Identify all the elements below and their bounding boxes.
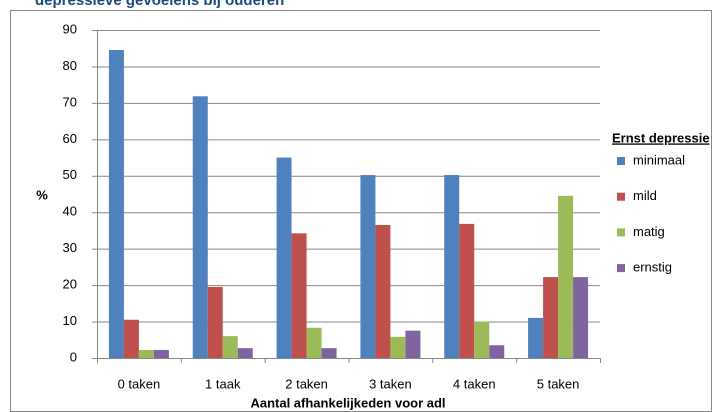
bar: [390, 336, 406, 358]
bar: [444, 175, 460, 358]
bar: [543, 277, 559, 358]
y-tick-label: 10: [63, 313, 77, 328]
x-axis-label: Aantal afhankelijkeden voor adl: [250, 395, 445, 410]
y-tick-label: 80: [63, 58, 77, 73]
bar: [207, 286, 223, 358]
title-band: [0, 0, 723, 9]
bar: [222, 336, 238, 358]
bar: [276, 157, 292, 358]
legend-swatch: [617, 228, 625, 237]
y-axis-label: %: [36, 187, 48, 202]
bar: [291, 233, 307, 358]
bar: [306, 327, 322, 358]
x-tick-label: 1 taak: [205, 376, 241, 391]
bar: [489, 345, 505, 358]
legend-title: Ernst depressie: [612, 130, 710, 145]
bar: [528, 317, 544, 358]
y-tick-label: 20: [63, 277, 77, 292]
bar: [192, 96, 208, 358]
bar: [153, 349, 169, 358]
bar: [459, 223, 475, 358]
legend-label: ernstig: [633, 260, 672, 275]
bar: [321, 348, 337, 358]
legend-label: minimaal: [633, 152, 685, 167]
legend-label: matig: [633, 224, 665, 239]
x-tick-label: 2 taken: [285, 376, 328, 391]
bar: [108, 50, 124, 359]
legend-swatch: [617, 264, 625, 273]
bar: [375, 224, 391, 358]
bar: [474, 321, 490, 358]
legend-swatch: [617, 192, 625, 201]
y-tick-label: 0: [70, 349, 77, 364]
bar: [237, 348, 253, 358]
bar: [573, 277, 589, 358]
x-tick-label: 4 taken: [453, 376, 496, 391]
bar: [558, 195, 574, 358]
bar: [123, 319, 139, 358]
chart-title: depressieve gevoelens bij ouderen: [35, 0, 284, 9]
x-tick-label: 0 taken: [118, 376, 161, 391]
y-tick-label: 90: [63, 21, 77, 36]
bar: [405, 330, 421, 358]
x-tick-label: 3 taken: [369, 376, 412, 391]
y-tick-label: 30: [63, 240, 77, 255]
legend-swatch: [617, 157, 625, 165]
bar: [360, 175, 376, 358]
y-tick-label: 50: [63, 167, 77, 182]
y-tick-label: 60: [63, 131, 77, 146]
bar: [138, 349, 154, 358]
y-tick-label: 40: [63, 204, 77, 219]
legend-label: mild: [633, 188, 657, 203]
y-tick-label: 70: [63, 94, 77, 109]
x-tick-label: 5 taken: [537, 376, 580, 391]
